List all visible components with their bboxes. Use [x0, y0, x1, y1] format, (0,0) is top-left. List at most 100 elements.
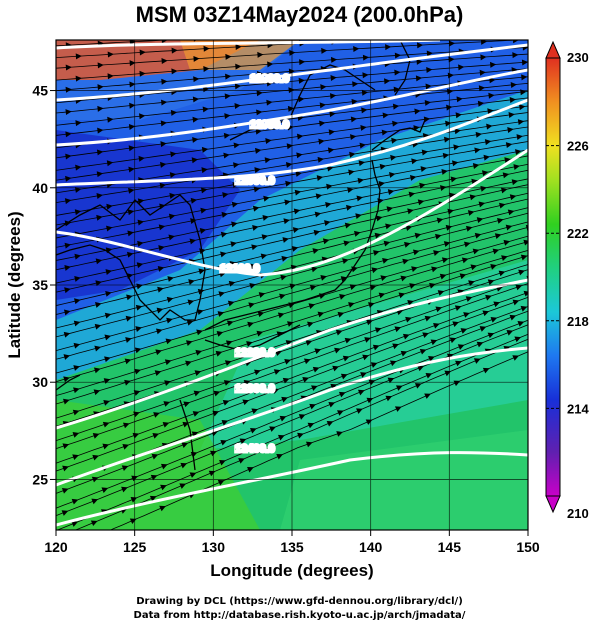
streamline-arrow	[96, 171, 104, 178]
streamline-arrow	[424, 393, 431, 399]
streamline-arrow	[407, 299, 414, 306]
streamline-arrow	[215, 350, 223, 357]
streamline-arrow	[436, 217, 444, 224]
streamline-arrow	[200, 187, 208, 194]
streamline-arrow	[453, 144, 460, 151]
streamline-arrow	[433, 250, 440, 256]
streamline	[56, 149, 528, 239]
streamline-arrow	[133, 390, 141, 396]
streamline-arrow	[393, 86, 400, 93]
streamline-arrow	[267, 445, 275, 451]
streamline-arrow	[160, 141, 167, 148]
x-axis: 120 125 130 135 140 145 150	[44, 530, 540, 555]
streamline-arrow	[193, 390, 201, 397]
x-tick-label: 145	[438, 539, 462, 555]
streamline-arrow	[394, 406, 402, 412]
streamline-arrow	[220, 439, 228, 446]
streamline-arrow	[483, 154, 490, 161]
streamline-arrow	[279, 415, 287, 422]
streamline-arrow	[65, 175, 72, 182]
streamline-arrow	[387, 377, 395, 384]
streamline-arrow	[94, 323, 102, 330]
streamline-arrow	[248, 447, 256, 453]
streamline-arrow	[75, 75, 82, 82]
streamline-arrow	[284, 199, 291, 206]
streamline-arrow	[479, 69, 486, 76]
streamline-arrow	[296, 133, 304, 140]
streamline-arrow	[185, 360, 192, 367]
streamline-arrow	[478, 85, 486, 92]
streamline-arrow	[158, 224, 166, 231]
streamline-arrow	[426, 50, 433, 57]
streamline-arrow	[164, 380, 171, 386]
streamline-arrow	[273, 369, 281, 375]
streamline-arrow	[320, 84, 327, 91]
streamline-arrow	[470, 264, 478, 271]
streamline-arrow	[287, 105, 295, 112]
streamline-arrow	[92, 454, 99, 461]
streamline-arrow	[162, 422, 170, 428]
streamline-arrow	[349, 284, 357, 290]
streamline-arrow	[518, 269, 525, 276]
streamline-arrow	[171, 68, 178, 75]
x-tick-label: 140	[359, 539, 383, 555]
streamline-arrow	[266, 99, 273, 106]
streamline-arrow	[139, 70, 146, 77]
x-tick-label: 130	[202, 539, 226, 555]
streamline-arrow	[512, 299, 520, 306]
streamline	[56, 105, 528, 171]
streamline-arrow	[64, 198, 72, 205]
streamline-arrow	[223, 380, 231, 386]
streamline-arrow	[385, 223, 392, 230]
streamline-arrow	[419, 348, 427, 355]
streamline-arrow	[203, 45, 210, 52]
streamline-arrow	[285, 162, 293, 168]
streamline-arrow	[480, 54, 487, 61]
streamline-arrow	[514, 336, 522, 343]
streamline-arrow	[481, 23, 487, 29]
streamline-arrow	[63, 309, 71, 316]
streamline	[56, 155, 528, 248]
streamline-arrow	[309, 403, 316, 410]
streamline-arrow	[223, 132, 231, 139]
streamline-arrow	[238, 458, 245, 464]
streamline-arrow	[417, 365, 424, 372]
streamline-arrow	[391, 137, 398, 144]
streamline-arrow	[505, 142, 513, 149]
streamline-arrow	[501, 255, 508, 261]
y-axis: 25 30 35 40 45	[32, 83, 56, 487]
streamline-arrow	[189, 238, 197, 245]
streamline-arrow	[132, 432, 140, 439]
streamline-arrow	[449, 337, 457, 344]
streamline-arrow	[257, 51, 264, 58]
streamline-arrow	[203, 66, 210, 72]
streamline-arrow	[122, 422, 130, 429]
streamline-arrow	[251, 408, 259, 415]
streamline-arrow	[507, 209, 515, 216]
streamline-arrow	[463, 241, 471, 248]
streamline-arrow	[505, 224, 513, 231]
streamline-arrow	[106, 160, 114, 167]
streamline-arrow	[311, 385, 318, 391]
streamline-arrow	[454, 305, 462, 311]
contour-label: 12300.0	[235, 383, 275, 395]
streamline-arrow	[156, 307, 164, 314]
streamline-arrow	[42, 419, 49, 425]
streamline-arrow	[508, 112, 515, 118]
streamline-arrow	[287, 124, 294, 131]
streamline-arrow	[190, 197, 198, 204]
streamline-arrow	[161, 58, 168, 65]
streamline-arrow	[349, 151, 356, 158]
streamline-arrow	[417, 199, 425, 206]
streamline-arrow	[375, 215, 383, 222]
streamline-arrow	[405, 225, 413, 231]
streamline-arrow	[512, 52, 519, 59]
streamline	[56, 97, 528, 159]
streamline-arrow	[282, 237, 289, 243]
streamline-arrow	[299, 59, 306, 66]
streamline-arrow	[394, 69, 401, 76]
streamline-arrow	[409, 174, 417, 181]
streamline-arrow	[281, 255, 288, 262]
colorbar-min-arrow	[545, 495, 561, 514]
